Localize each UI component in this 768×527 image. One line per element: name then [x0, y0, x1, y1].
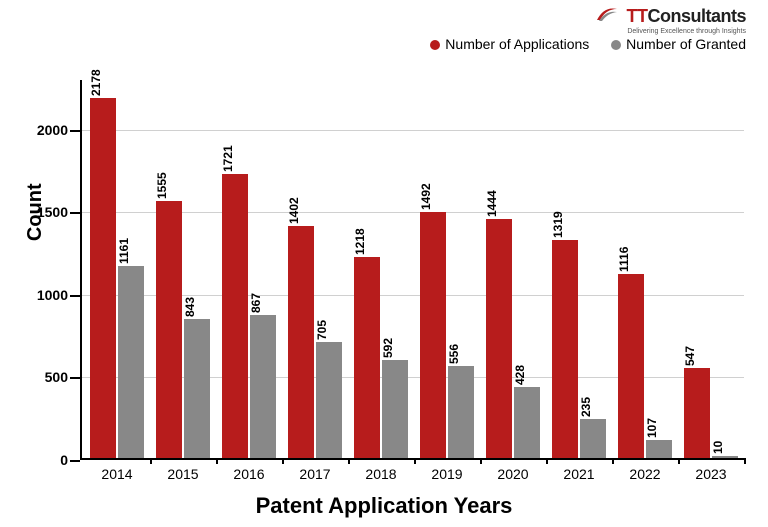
brand-logo: TTConsultants Delivering Excellence thro… — [596, 6, 746, 35]
bar-value-label: 843 — [183, 297, 197, 317]
bar-granted: 705 — [316, 342, 342, 458]
x-tick — [546, 458, 548, 464]
bar-group: 14444282020 — [486, 78, 540, 458]
bar-value-label: 1116 — [617, 246, 631, 271]
bar-applications: 1492 — [420, 212, 446, 459]
bar-value-label: 1492 — [419, 183, 433, 210]
x-tick — [480, 458, 482, 464]
x-category-label: 2019 — [431, 466, 462, 482]
bar-group: 547102023 — [684, 78, 738, 458]
x-tick — [612, 458, 614, 464]
bar-group: 14925562019 — [420, 78, 474, 458]
bar-granted: 1161 — [118, 266, 144, 458]
x-category-label: 2014 — [101, 466, 132, 482]
x-axis-title: Patent Application Years — [0, 493, 768, 519]
y-tick — [70, 460, 80, 462]
bar-applications: 1555 — [156, 201, 182, 458]
bar-value-label: 867 — [249, 293, 263, 313]
bar-group: 17218672016 — [222, 78, 276, 458]
bar-value-label: 547 — [683, 346, 697, 366]
bar-value-label: 107 — [645, 418, 659, 438]
bar-applications: 1402 — [288, 226, 314, 458]
bar-applications: 1444 — [486, 219, 512, 458]
x-tick — [678, 458, 680, 464]
bar-value-label: 1721 — [221, 145, 235, 172]
bar-group: 12185922018 — [354, 78, 408, 458]
bar-group: 217811612014 — [90, 78, 144, 458]
y-tick-label: 1500 — [37, 204, 68, 220]
x-category-label: 2022 — [629, 466, 660, 482]
legend-dot-icon — [430, 40, 440, 50]
bar-granted: 10 — [712, 456, 738, 458]
legend-item-granted: Number of Granted — [611, 36, 746, 52]
bar-value-label: 1402 — [287, 198, 301, 225]
y-tick-label: 0 — [60, 452, 68, 468]
bar-granted: 843 — [184, 319, 210, 458]
y-tick — [70, 295, 80, 297]
y-tick-label: 1000 — [37, 287, 68, 303]
y-tick-label: 2000 — [37, 122, 68, 138]
y-tick — [70, 377, 80, 379]
y-tick — [70, 212, 80, 214]
bar-group: 11161072022 — [618, 78, 672, 458]
legend-label: Number of Granted — [626, 36, 746, 52]
bar-granted: 867 — [250, 315, 276, 458]
bar-value-label: 235 — [579, 397, 593, 417]
bar-value-label: 1444 — [485, 191, 499, 218]
x-category-label: 2015 — [167, 466, 198, 482]
bar-value-label: 1319 — [551, 211, 565, 238]
x-category-label: 2020 — [497, 466, 528, 482]
bar-group: 14027052017 — [288, 78, 342, 458]
logo-swoosh-icon — [596, 9, 622, 26]
y-tick-label: 500 — [45, 369, 68, 385]
bar-value-label: 705 — [315, 320, 329, 340]
x-category-label: 2021 — [563, 466, 594, 482]
x-category-label: 2017 — [299, 466, 330, 482]
x-category-label: 2016 — [233, 466, 264, 482]
x-tick — [282, 458, 284, 464]
bar-group: 15558432015 — [156, 78, 210, 458]
bar-value-label: 10 — [711, 441, 725, 454]
bar-granted: 428 — [514, 387, 540, 458]
bar-granted: 235 — [580, 419, 606, 458]
x-tick — [744, 458, 746, 464]
brand-tagline: Delivering Excellence through Insights — [596, 28, 746, 35]
legend-dot-icon — [611, 40, 621, 50]
bar-applications: 1116 — [618, 274, 644, 458]
bar-applications: 1319 — [552, 240, 578, 458]
x-category-label: 2023 — [695, 466, 726, 482]
bar-granted: 592 — [382, 360, 408, 458]
bar-applications: 2178 — [90, 98, 116, 458]
bar-applications: 547 — [684, 368, 710, 458]
bar-granted: 556 — [448, 366, 474, 458]
bar-group: 13192352021 — [552, 78, 606, 458]
bar-value-label: 1161 — [117, 238, 131, 264]
brand-prefix: TT — [626, 6, 647, 26]
x-tick — [150, 458, 152, 464]
bar-applications: 1721 — [222, 174, 248, 458]
x-tick — [414, 458, 416, 464]
bar-granted: 107 — [646, 440, 672, 458]
bar-value-label: 1218 — [353, 228, 367, 255]
legend: Number of Applications Number of Granted — [0, 36, 746, 52]
bar-value-label: 556 — [447, 344, 461, 364]
x-tick — [348, 458, 350, 464]
x-category-label: 2018 — [365, 466, 396, 482]
y-tick — [70, 130, 80, 132]
legend-item-applications: Number of Applications — [430, 36, 589, 52]
legend-label: Number of Applications — [445, 36, 589, 52]
bar-value-label: 592 — [381, 338, 395, 358]
x-tick — [216, 458, 218, 464]
brand-suffix: Consultants — [647, 6, 746, 26]
bar-value-label: 1555 — [155, 172, 169, 199]
bar-value-label: 2178 — [89, 69, 103, 96]
bar-applications: 1218 — [354, 257, 380, 458]
bar-value-label: 428 — [513, 365, 527, 385]
chart-plot: 0500100015002000217811612014155584320151… — [80, 80, 744, 460]
